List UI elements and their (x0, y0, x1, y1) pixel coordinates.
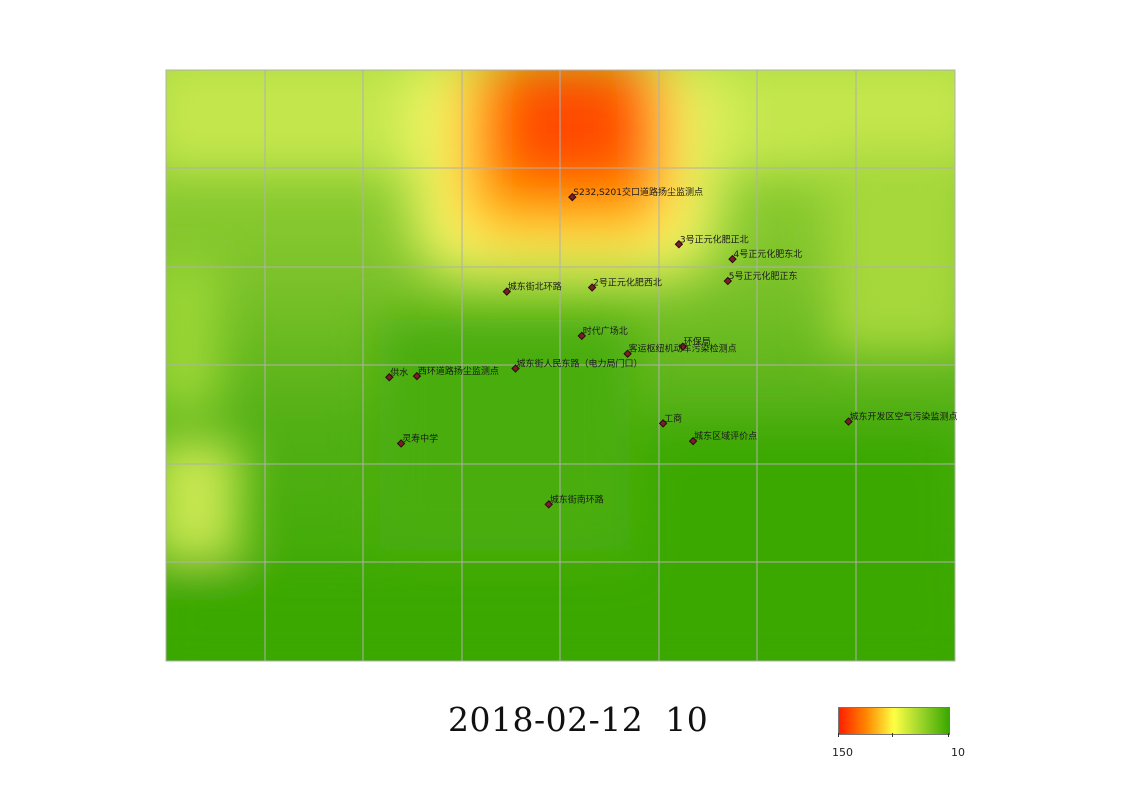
station-marker: 时代广场北 (577, 325, 628, 341)
station-dot (511, 364, 520, 373)
station-marker: 工商 (658, 412, 682, 428)
station-marker: 西环道路扬尘监测点 (412, 365, 499, 381)
station-label: S232,S201交口道路扬尘监测点 (573, 186, 703, 198)
station-label: 供水 (390, 366, 408, 378)
station-label: 2号正元化肥西北 (593, 277, 662, 289)
station-marker: 环保局 (678, 336, 711, 351)
station-dot (728, 254, 737, 264)
station-label: 城东区域评价点 (694, 430, 757, 442)
station-label: 客运枢纽机动车污染检测点 (629, 343, 737, 355)
station-label: 工商 (664, 412, 682, 424)
legend-tick-max (838, 733, 839, 737)
legend-tick-min (948, 733, 949, 737)
legend-tick-mid (892, 733, 893, 737)
station-marker: 城东街南环路 (544, 493, 604, 509)
station-marker: 供水 (385, 366, 408, 382)
station-label: 5号正元化肥正东 (729, 270, 798, 282)
station-dot (688, 436, 698, 446)
station-marker: 城东开发区空气污染监测点 (844, 411, 958, 426)
station-marker: 3号正元化肥正北 (674, 233, 749, 249)
station-label: 城东开发区空气污染监测点 (850, 411, 958, 423)
station-label: 城东街人民东路（电力局门口） (517, 358, 643, 370)
station-dot (577, 331, 587, 341)
monitoring-stations: S232,S201交口道路扬尘监测点 3号正元化肥正北 4号正元化肥东北 5号正元化肥… (385, 186, 958, 509)
station-dot (623, 349, 632, 358)
station-dot (587, 283, 597, 292)
timestamp-caption: 2018-02-12 10 (448, 700, 709, 739)
station-label: 时代广场北 (583, 325, 628, 337)
station-label: 4号正元化肥东北 (734, 248, 803, 260)
station-marker: 2号正元化肥西北 (587, 277, 662, 292)
station-marker: 客运枢纽机动车污染检测点 (623, 343, 737, 358)
station-marker: S232,S201交口道路扬尘监测点 (568, 186, 703, 202)
station-label: 西环道路扬尘监测点 (418, 365, 499, 377)
station-label: 城东街北环路 (508, 281, 562, 293)
station-dot (723, 276, 733, 286)
station-dot (674, 240, 684, 249)
station-label: 城东街南环路 (550, 493, 604, 505)
station-marker: 4号正元化肥东北 (728, 248, 803, 264)
station-label: 灵寿中学 (402, 433, 438, 445)
map-grid (165, 69, 956, 662)
station-dot (544, 500, 553, 509)
legend-min-label: 10 (951, 746, 965, 759)
station-marker: 5号正元化肥正东 (723, 270, 798, 286)
station-label: 3号正元化肥正北 (680, 233, 749, 245)
legend-color-bar (838, 707, 950, 735)
station-dot (568, 192, 577, 202)
station-dot (385, 373, 394, 382)
station-marker: 城东区域评价点 (688, 430, 757, 446)
station-marker: 灵寿中学 (396, 433, 438, 448)
station-dot (396, 439, 406, 448)
station-dot (658, 419, 668, 428)
station-dot (678, 342, 688, 351)
station-label: 环保局 (684, 336, 711, 348)
legend-max-label: 150 (832, 746, 853, 759)
station-marker: 城东街人民东路（电力局门口） (511, 358, 643, 373)
station-dot (502, 287, 512, 296)
station-marker: 城东街北环路 (502, 281, 562, 296)
station-dot (844, 417, 853, 426)
station-dot (412, 371, 422, 381)
